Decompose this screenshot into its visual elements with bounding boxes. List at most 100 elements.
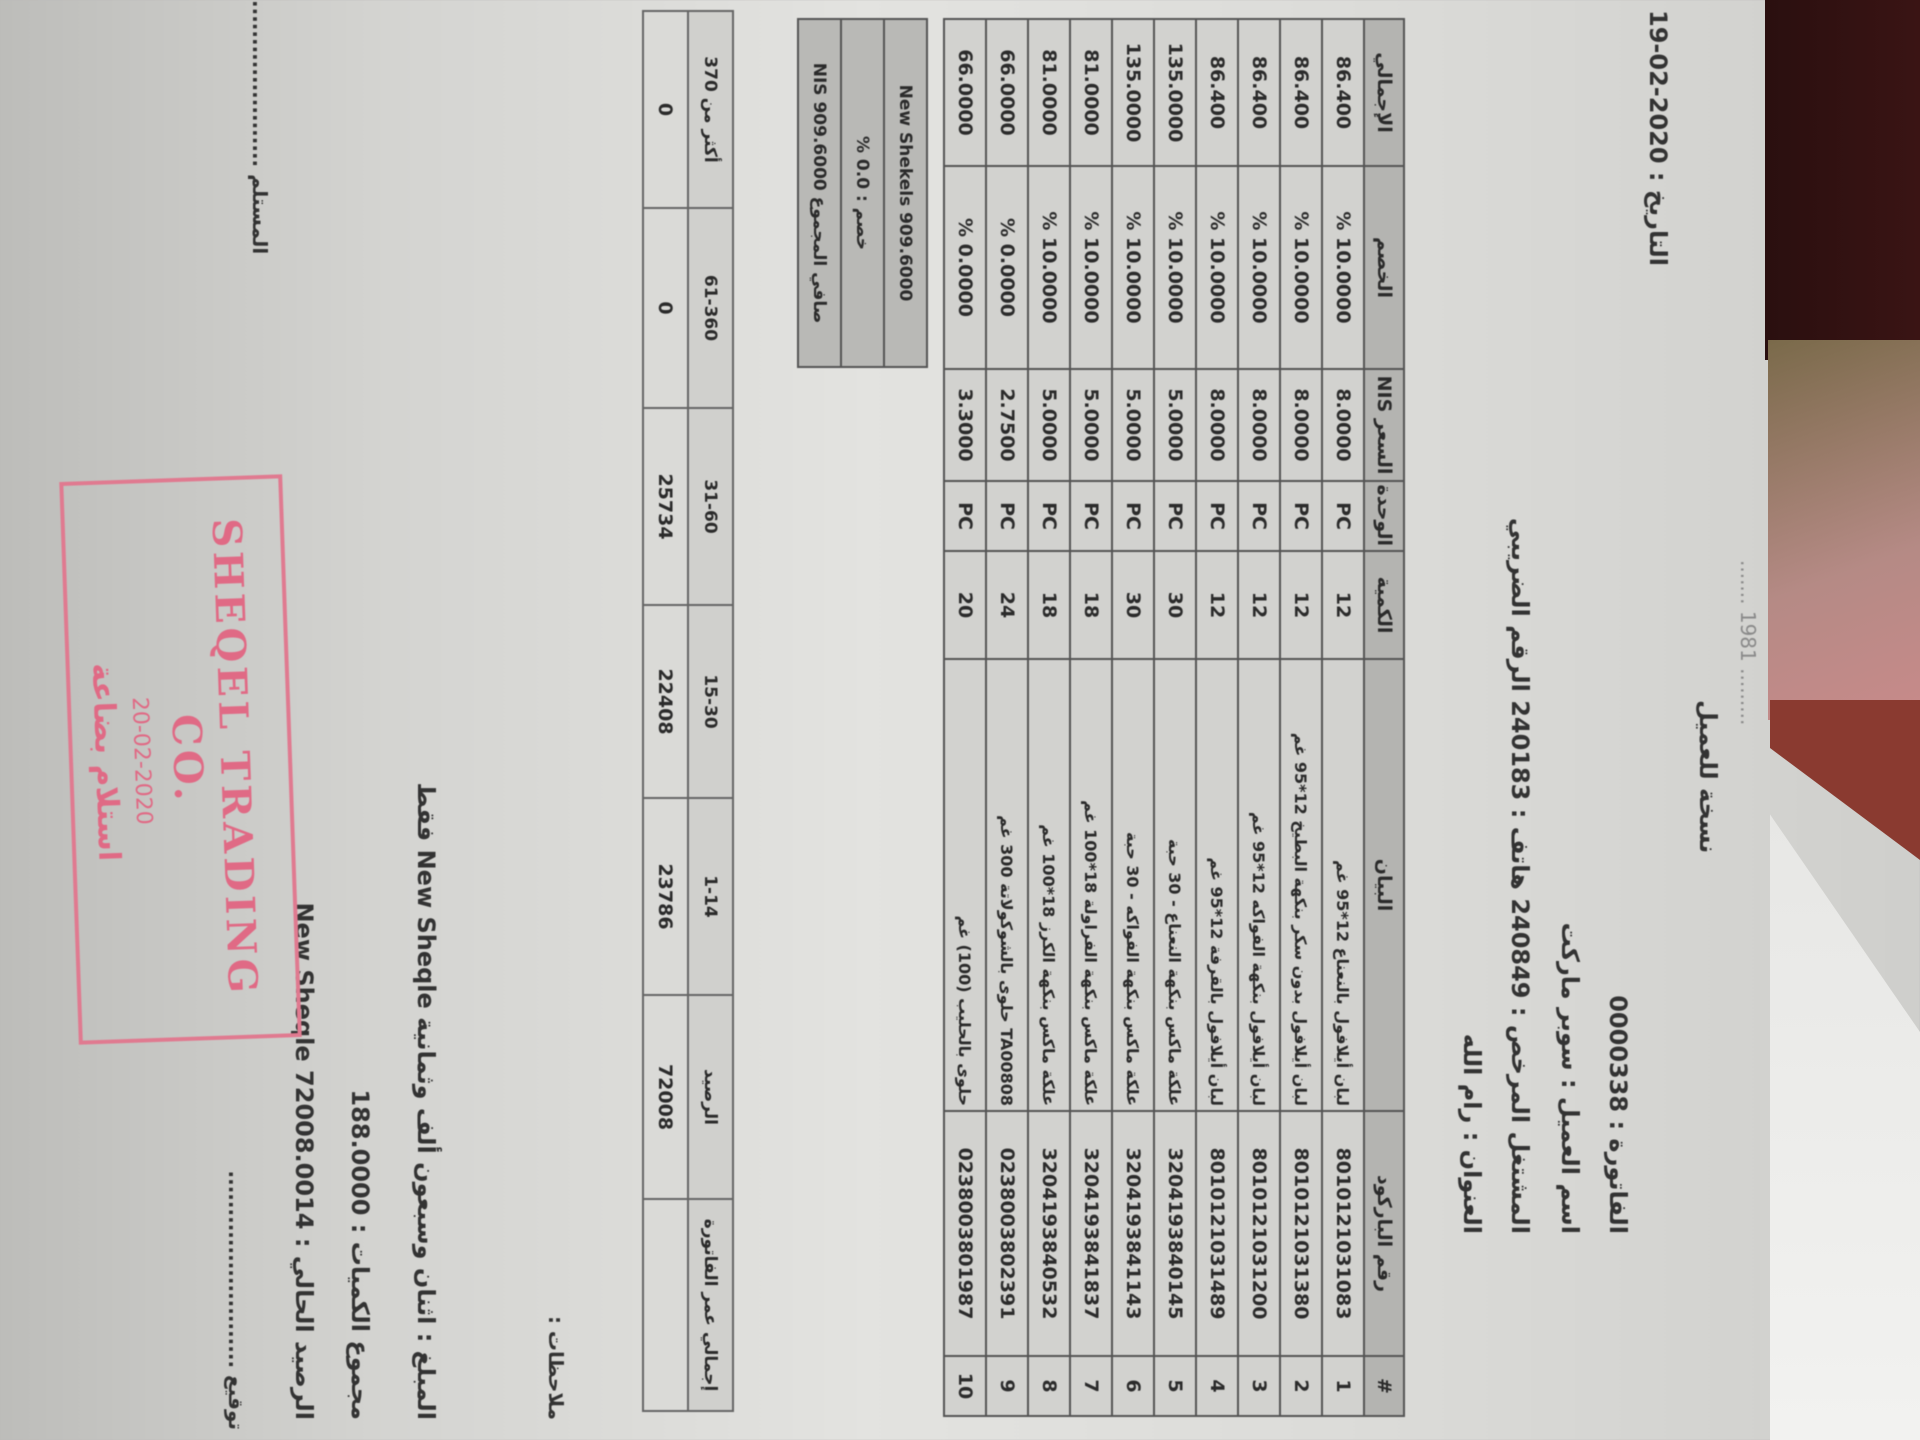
cell-row-number: 3 <box>1238 1356 1280 1416</box>
cell-row-number: 8 <box>1028 1356 1070 1416</box>
cell-barcode: 0238003801987 <box>944 1111 986 1356</box>
cell-line-total: 66.0000 <box>986 19 1028 166</box>
table-row: 7 3204193841837 علكة ماكس بنكهة الفراولة 1… <box>1070 19 1112 1416</box>
aging-label: إجمالي عمر الفاتورة <box>688 1199 733 1411</box>
receiver-line: المستلم ...................... <box>248 0 272 255</box>
column-header-barcode: رقم الباركود <box>1364 1111 1404 1356</box>
column-header-unit: الوحدة <box>1364 481 1404 551</box>
cell-description: لبان أيلافول بالنعناع 12*95 غم <box>1322 659 1364 1111</box>
cell-row-number: 5 <box>1154 1356 1196 1416</box>
cell-description: لبان أيلافول بالقرفة 12*95 غم <box>1196 659 1238 1111</box>
cell-quantity: 20 <box>944 551 986 659</box>
column-header-price: السعر NIS <box>1364 369 1404 481</box>
cell-price: 8.0000 <box>1238 369 1280 481</box>
aging-value: 22408 <box>643 605 688 798</box>
cell-row-number: 4 <box>1196 1356 1238 1416</box>
column-header-discount: الخصم <box>1364 166 1404 369</box>
cell-barcode: 8010121031380 <box>1280 1111 1322 1356</box>
aging-value: 23786 <box>643 798 688 995</box>
cell-quantity: 12 <box>1238 551 1280 659</box>
cell-barcode: 8010121031489 <box>1196 1111 1238 1356</box>
cell-barcode: 8010121031200 <box>1238 1111 1280 1356</box>
cell-unit: PC <box>944 481 986 551</box>
table-row: 4 8010121031489 لبان أيلافول بالقرفة 12*95… <box>1196 19 1238 1416</box>
items-table: # رقم الباركود البيان الكمية الوحدة السعر NIS… <box>943 18 1405 1417</box>
subtotal: 909.6000 New Shekels <box>884 19 927 367</box>
amount-in-words: المبلغ : اثنان وسبعون ألف وثمانية New Sh… <box>412 782 440 1420</box>
table-row: 1 8010121031083 لبان أيلافول بالنعناع 12*9… <box>1322 19 1364 1416</box>
table-row: 9 0238003802391 TA00808 حلوى بالشوكولاتة 3… <box>986 19 1028 1416</box>
table-row: 5 3204193840145 علكة ماكس بنكهة النعناع - … <box>1154 19 1196 1416</box>
table-row: 8 3204193840532 علكة ماكس بنكهة الكرز 18*1… <box>1028 19 1070 1416</box>
cell-unit: PC <box>1280 481 1322 551</box>
cell-quantity: 12 <box>1196 551 1238 659</box>
print-header-faint: ......... 1981 ....... <box>1736 560 1760 726</box>
aging-value-row: 72008 23786 22408 25734 0 0 <box>643 11 688 1411</box>
cell-row-number: 7 <box>1070 1356 1112 1416</box>
background-cloth <box>1768 340 1920 720</box>
aging-label: 61-360 <box>688 208 733 408</box>
cell-quantity: 18 <box>1070 551 1112 659</box>
cell-discount: 10.0000 % <box>1154 166 1196 369</box>
cell-quantity: 12 <box>1280 551 1322 659</box>
stamp-name: SHEQEL TRADING CO. <box>162 517 267 998</box>
table-row: 6 3204193841143 علكة ماكس بنكهة الفواكه - … <box>1112 19 1154 1416</box>
cell-price: 2.7500 <box>986 369 1028 481</box>
cell-discount: 10.0000 % <box>1280 166 1322 369</box>
cell-price: 8.0000 <box>1322 369 1364 481</box>
cell-barcode: 3204193840145 <box>1154 1111 1196 1356</box>
cell-line-total: 66.0000 <box>944 19 986 166</box>
cell-row-number: 9 <box>986 1356 1028 1416</box>
aging-value <box>643 1199 688 1411</box>
aging-value: 72008 <box>643 995 688 1199</box>
cell-barcode: 3204193840532 <box>1028 1111 1070 1356</box>
cell-quantity: 12 <box>1322 551 1364 659</box>
aging-table: إجمالي عمر الفاتورة الرصيد 1-14 15-30 31-60 6… <box>642 10 734 1412</box>
cell-discount: 10.0000 % <box>1112 166 1154 369</box>
cell-line-total: 86.400 <box>1280 19 1322 166</box>
cell-line-total: 81.0000 <box>1028 19 1070 166</box>
summary-table: 909.6000 New Shekels خصم : 0.0 % صافي ال… <box>797 18 928 368</box>
cell-unit: PC <box>1112 481 1154 551</box>
cell-discount: 10.0000 % <box>1028 166 1070 369</box>
cell-unit: PC <box>1196 481 1238 551</box>
aging-value: 0 <box>643 11 688 208</box>
cell-line-total: 135.0000 <box>1112 19 1154 166</box>
cell-line-total: 86.400 <box>1196 19 1238 166</box>
items-header-row: # رقم الباركود البيان الكمية الوحدة السعر NIS… <box>1364 19 1404 1416</box>
cell-description: علكة ماكس بنكهة النعناع - 30 حبة <box>1154 659 1196 1111</box>
aging-value: 0 <box>643 208 688 408</box>
cell-quantity: 18 <box>1028 551 1070 659</box>
cell-discount: 10.0000 % <box>1196 166 1238 369</box>
cell-row-number: 6 <box>1112 1356 1154 1416</box>
cell-barcode: 8010121031083 <box>1322 1111 1364 1356</box>
copy-label: نسخة للعميل <box>1694 700 1722 854</box>
cell-quantity: 30 <box>1154 551 1196 659</box>
cell-price: 3.3000 <box>944 369 986 481</box>
invoice-number: الفاتورة : 0000338 <box>1604 995 1632 1234</box>
customer-address: العنوان : رام الله <box>1458 1033 1486 1234</box>
signature-line: توقيع .......................... <box>224 1170 248 1430</box>
table-row: 2 8010121031380 لبان أيلافول بدون سكر بنكه… <box>1280 19 1322 1416</box>
cell-barcode: 3204193841143 <box>1112 1111 1154 1356</box>
cell-row-number: 1 <box>1322 1356 1364 1416</box>
background-dark <box>1765 0 1920 360</box>
column-header-line-total: الإجمالي <box>1364 19 1404 166</box>
cell-unit: PC <box>1238 481 1280 551</box>
aging-label: 15-30 <box>688 605 733 798</box>
invoice-date: التاريخ : 2020-02-19 <box>1644 10 1672 267</box>
column-header-quantity: الكمية <box>1364 551 1404 659</box>
aging-label: 1-14 <box>688 798 733 995</box>
cell-price: 5.0000 <box>1154 369 1196 481</box>
cell-line-total: 81.0000 <box>1070 19 1112 166</box>
notes-label: ملاحظات : <box>544 1315 568 1420</box>
cell-description: TA00808 حلوى بالشوكولاتة 300 غم <box>986 659 1028 1111</box>
customer-name: اسم العميل : سوبر ماركت <box>1556 922 1584 1234</box>
discount-total: خصم : 0.0 % <box>841 19 884 367</box>
cell-price: 5.0000 <box>1070 369 1112 481</box>
cell-price: 5.0000 <box>1028 369 1070 481</box>
cell-unit: PC <box>1070 481 1112 551</box>
cell-description: لبان أيلافول بدون سكر بنكهة البطيخ 12*95… <box>1280 659 1322 1111</box>
table-row: 10 0238003801987 حلوى بالحليب (100) غم 20 PC… <box>944 19 986 1416</box>
tax-line: المشتغل المرخص : 240849 هاتف : 240183 ال… <box>1506 517 1534 1234</box>
